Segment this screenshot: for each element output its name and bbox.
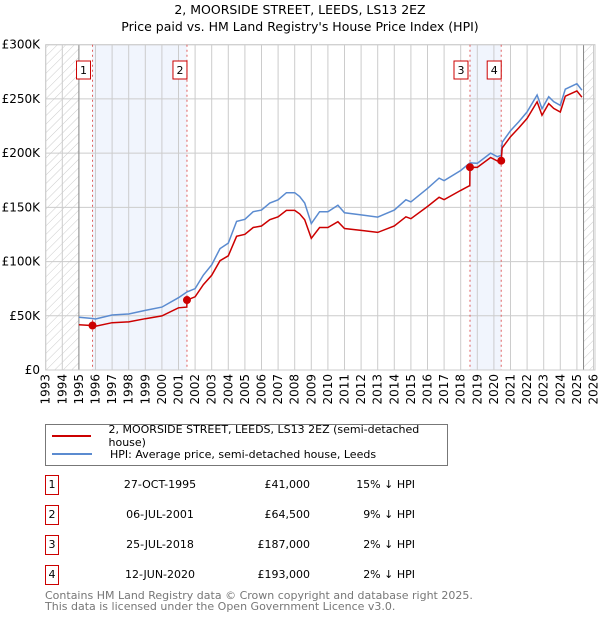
footer: Contains HM Land Registry data © Crown c… (45, 590, 473, 612)
x-tick-label: 2008 (288, 374, 302, 405)
x-tick-label: 2020 (487, 374, 501, 405)
hpi-line (78, 82, 583, 320)
x-tick-label: 2002 (188, 374, 202, 405)
y-tick-label: £50K (9, 309, 41, 323)
transaction-price: £64,500 (264, 508, 311, 521)
x-tick-label: 2017 (437, 374, 451, 405)
transaction-number: 1 (45, 475, 59, 495)
sale-label: 2 (176, 64, 183, 77)
transaction-price: £41,000 (264, 478, 311, 491)
x-tick-label: 2024 (553, 374, 567, 405)
x-tick-label: 2009 (304, 374, 318, 405)
y-tick-label: £0 (25, 363, 40, 377)
y-tick-label: £250K (2, 92, 42, 106)
transaction-date: 06-JUL-2001 (126, 508, 194, 521)
footer-licence: This data is licensed under the Open Gov… (45, 600, 396, 613)
x-tick-label: 2018 (454, 374, 468, 405)
x-tick-label: 1993 (39, 374, 53, 405)
transaction-date: 27-OCT-1995 (123, 478, 197, 491)
x-tick-label: 2013 (371, 374, 385, 405)
sale-label-box (486, 60, 502, 80)
legend-swatch-blue (52, 453, 92, 455)
legend-label: 2, MOORSIDE STREET, LEEDS, LS13 2EZ (sem… (108, 423, 420, 449)
x-tick-label: 2019 (470, 374, 484, 405)
transaction-row: 3 25-JUL-2018 £187,000 2% ↓ HPI (45, 535, 600, 555)
x-tick-label: 2000 (155, 374, 169, 405)
sale-label: 3 (457, 64, 464, 77)
legend-item-property: 2, MOORSIDE STREET, LEEDS, LS13 2EZ (sem… (46, 423, 447, 449)
x-tick-label: 2006 (255, 374, 269, 405)
transaction-hpi-diff: 9% ↓ HPI (363, 508, 415, 521)
chart-subtitle: Price paid vs. HM Land Registry's House … (121, 19, 479, 34)
y-tick-label: £300K (2, 38, 42, 52)
sale-label-box (76, 60, 92, 80)
transaction-row: 1 27-OCT-1995 £41,000 15% ↓ HPI (45, 475, 600, 495)
transaction-number: 3 (45, 535, 59, 555)
transaction-hpi-diff: 2% ↓ HPI (363, 538, 415, 551)
transaction-row: 4 12-JUN-2020 £193,000 2% ↓ HPI (45, 565, 600, 585)
x-tick-label: 2014 (387, 374, 401, 405)
y-tick-label: £200K (2, 146, 42, 160)
x-tick-label: 2021 (504, 374, 518, 405)
legend-swatch-red (52, 435, 91, 437)
transaction-row: 2 06-JUL-2001 £64,500 9% ↓ HPI (45, 505, 600, 525)
transaction-number: 2 (45, 505, 59, 525)
x-tick-label: 2016 (421, 374, 435, 405)
x-tick-label: 2012 (354, 374, 368, 405)
sale-point (88, 321, 97, 330)
transaction-date: 25-JUL-2018 (126, 538, 194, 551)
x-tick-label: 2010 (321, 374, 335, 405)
transaction-price: £187,000 (257, 538, 311, 551)
plot-border (45, 44, 596, 371)
legend-item-hpi: HPI: Average price, semi-detached house,… (46, 445, 376, 463)
sale-point (497, 156, 506, 165)
sale-label: 1 (80, 64, 87, 77)
x-tick-label: 1999 (138, 374, 152, 405)
x-tick-label: 2004 (221, 374, 235, 405)
x-tick-label: 1997 (105, 374, 119, 405)
footer-copyright: Contains HM Land Registry data © Crown c… (45, 589, 473, 602)
transaction-number: 4 (45, 565, 59, 585)
legend-label: HPI: Average price, semi-detached house,… (110, 447, 377, 461)
x-tick-label: 2023 (537, 374, 551, 405)
sale-point (465, 163, 474, 172)
x-tick-label: 2011 (338, 374, 352, 405)
x-tick-label: 2007 (271, 374, 285, 405)
x-tick-label: 1998 (122, 374, 136, 405)
x-tick-label: 1996 (89, 374, 103, 405)
transaction-hpi-diff: 2% ↓ HPI (363, 568, 415, 581)
x-tick-label: 2005 (238, 374, 252, 405)
x-tick-label: 1995 (72, 374, 86, 405)
x-tick-label: 2026 (587, 374, 600, 405)
sale-label: 4 (491, 64, 498, 77)
sale-label-box (453, 60, 469, 80)
sale-label-box (172, 60, 188, 80)
transaction-hpi-diff: 15% ↓ HPI (356, 478, 415, 491)
x-tick-label: 2001 (172, 374, 186, 405)
x-tick-label: 2022 (520, 374, 534, 405)
x-tick-label: 2003 (205, 374, 219, 405)
x-tick-label: 2025 (570, 374, 584, 405)
y-tick-label: £150K (2, 200, 42, 214)
transaction-price: £193,000 (257, 568, 311, 581)
sale-point (182, 296, 191, 305)
chart-title: 2, MOORSIDE STREET, LEEDS, LS13 2EZ (174, 2, 426, 17)
chart-legend: 2, MOORSIDE STREET, LEEDS, LS13 2EZ (sem… (45, 423, 448, 466)
x-tick-label: 2015 (404, 374, 418, 405)
price-chart: 1 2 3 4 1993 1994 1995 1996 1997 1998 1999 2000 2001… (2, 38, 600, 405)
x-tick-label: 1994 (55, 374, 69, 405)
transaction-date: 12-JUN-2020 (124, 568, 196, 581)
y-tick-label: £100K (2, 255, 42, 269)
